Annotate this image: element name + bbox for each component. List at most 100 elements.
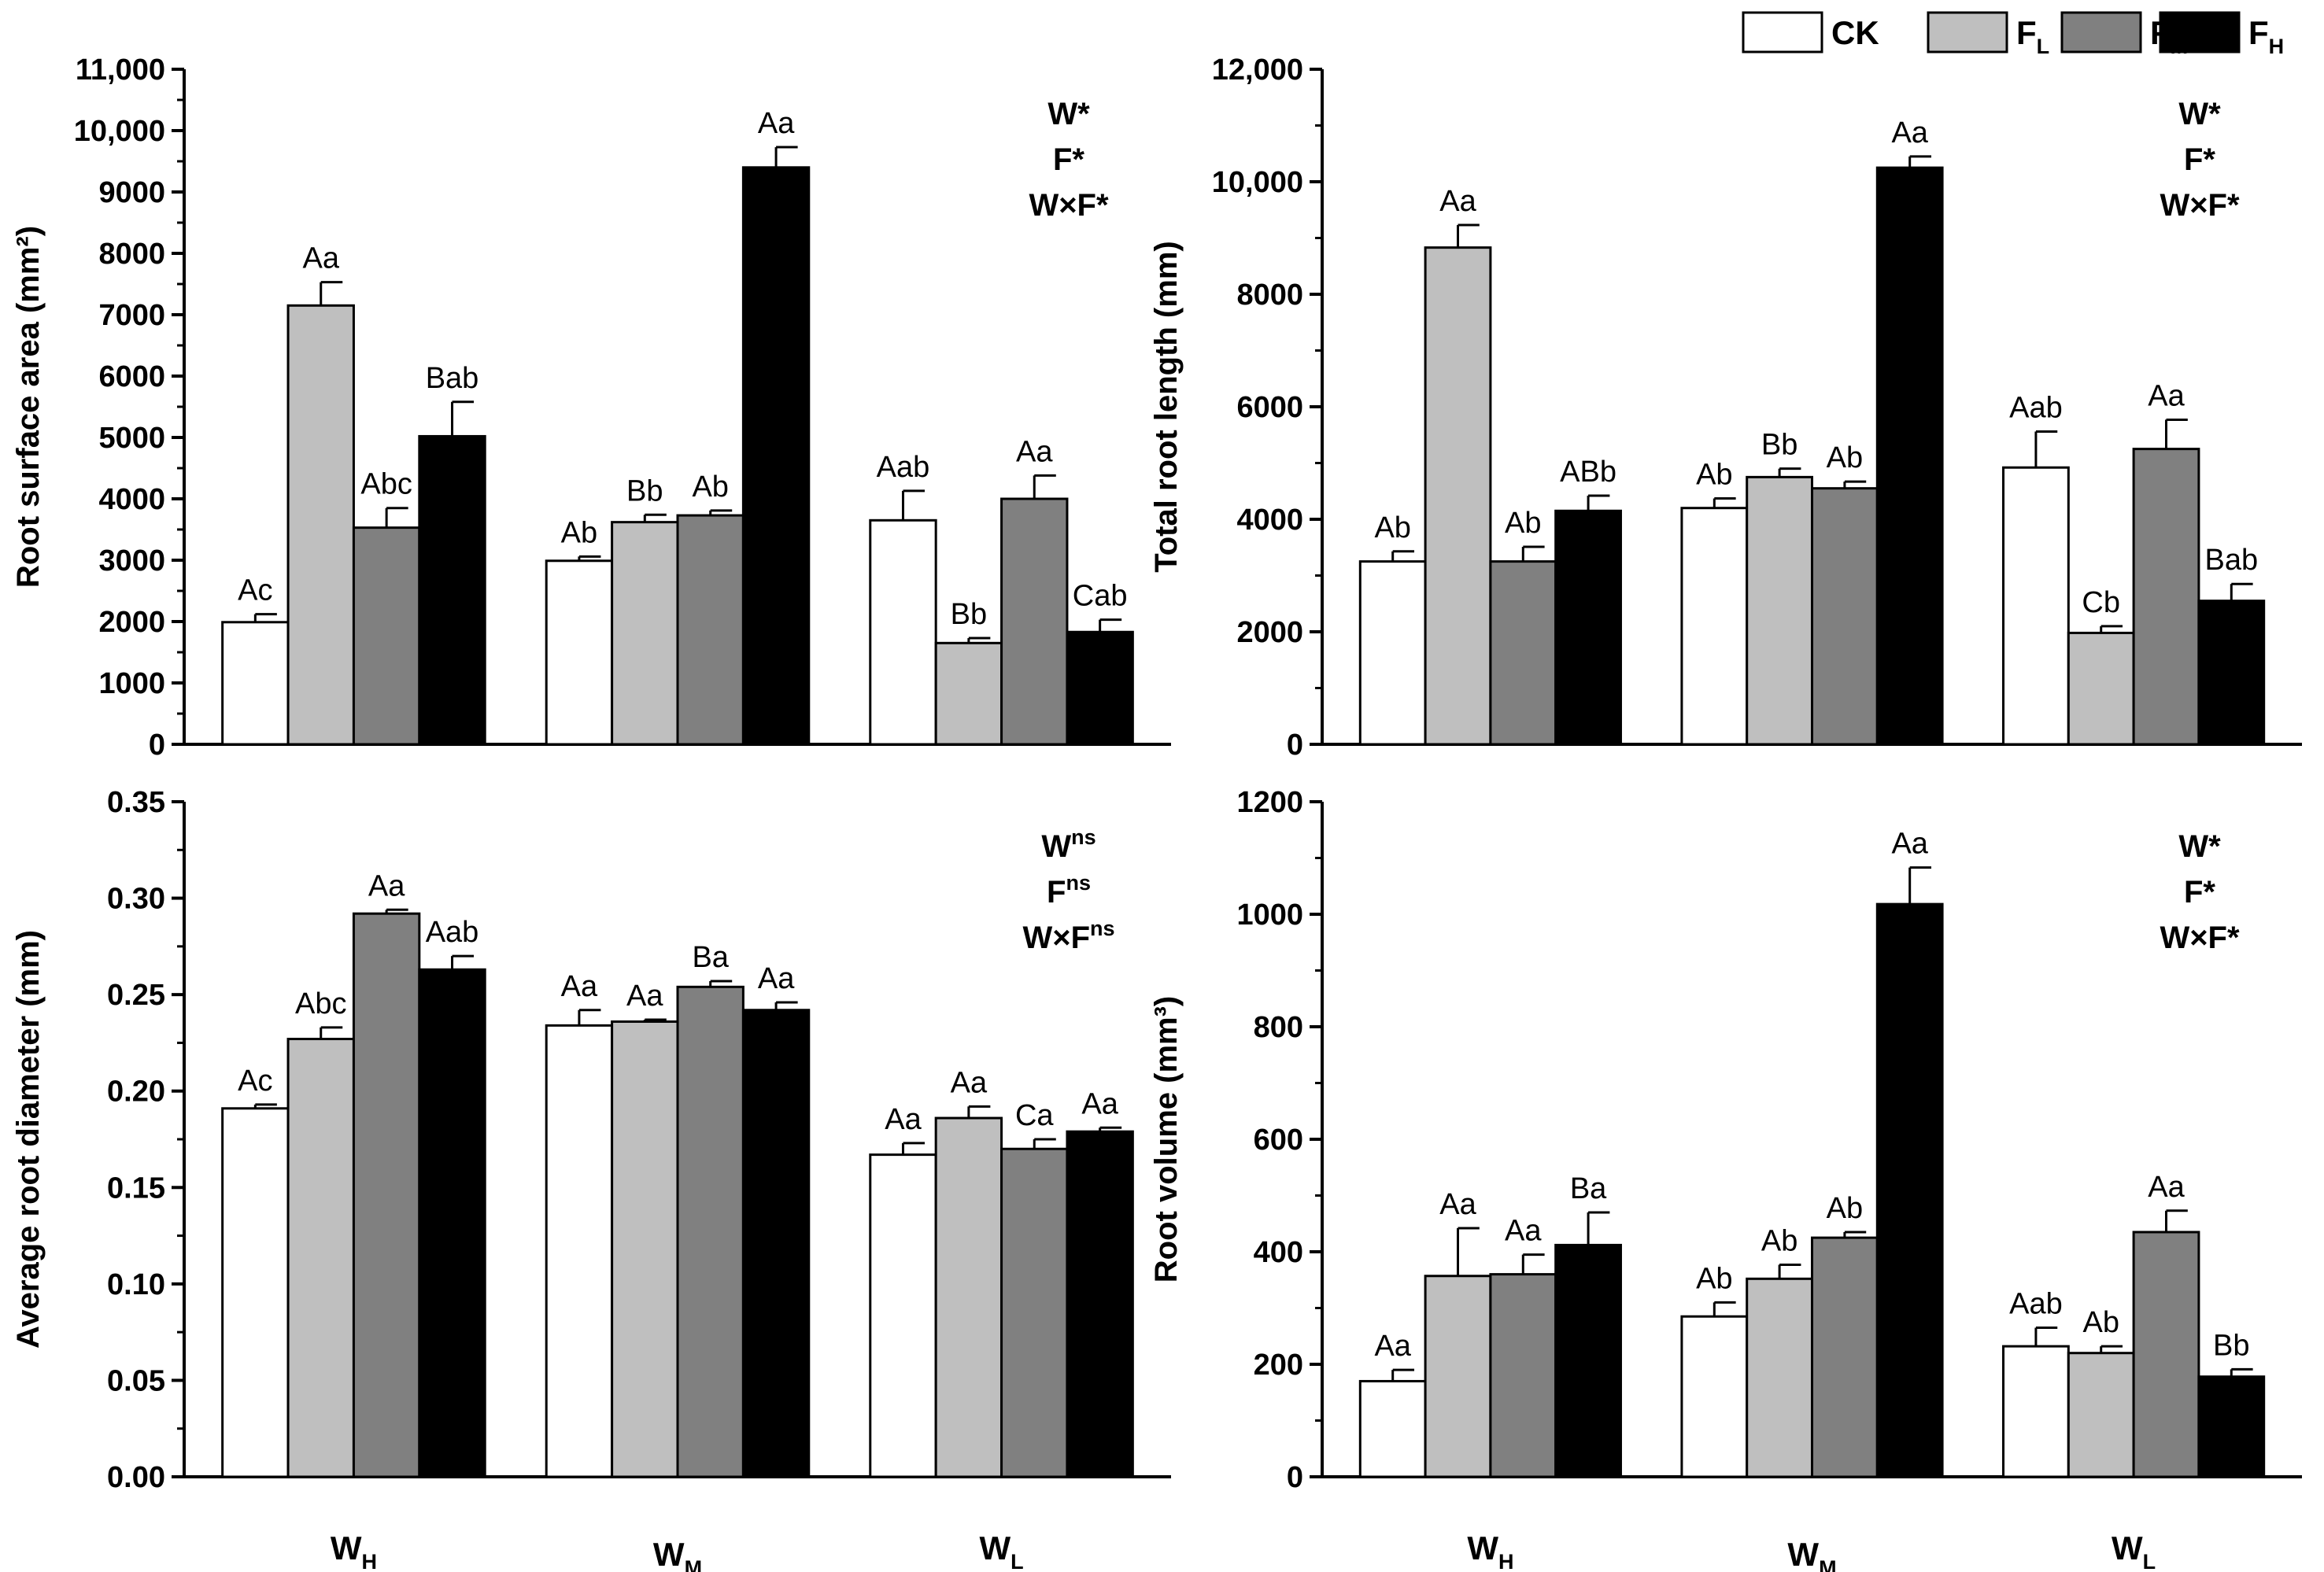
y-tick-label: 7000 [98, 299, 165, 332]
bar-FH-1 [741, 166, 811, 746]
bar-FM-0 [352, 912, 421, 1478]
significance-label: Aa [1016, 435, 1053, 468]
bar-FL-1 [611, 521, 679, 746]
y-tick-label: 0.20 [107, 1076, 165, 1109]
bar-FH-0 [1554, 509, 1622, 746]
bar-CK-2 [869, 518, 937, 746]
bar-FH-0 [418, 968, 486, 1478]
significance-label: Ab [1827, 441, 1863, 474]
legend-swatch-FL [1927, 11, 2008, 54]
subscript: H [362, 1550, 378, 1572]
y-axis-title: Root surface area (mm²) [11, 226, 46, 588]
superscript: ns [1071, 825, 1096, 849]
stat-annotation: F* [1053, 142, 1084, 177]
x-category-label: WM [653, 1536, 702, 1572]
y-tick-label: 9000 [98, 176, 165, 209]
y-tick-label: 0.35 [107, 786, 165, 819]
bar-FL-0 [286, 1038, 355, 1478]
stat-annotation: F* [2184, 142, 2215, 177]
stat-annotation: W* [2178, 829, 2221, 864]
y-tick-label: 0.15 [107, 1172, 165, 1205]
significance-label: Ab [1696, 1262, 1732, 1295]
chart-panel-4: 0 200 400 600 800 1000 1200 Root volume (mm³) Aa… [1149, 786, 2302, 1572]
significance-label: Cab [1073, 580, 1128, 613]
bar-FM-1 [676, 985, 744, 1478]
significance-label: Aa [951, 1066, 988, 1099]
bar-FL-1 [1746, 1277, 1814, 1478]
significance-label: Bb [2213, 1329, 2249, 1362]
significance-label: Ba [692, 941, 729, 974]
significance-label: Abc [360, 468, 412, 501]
x-category-label: WH [1467, 1530, 1513, 1572]
bar-CK-0 [1358, 560, 1427, 746]
bar-FL-0 [286, 304, 355, 746]
legend-label: FL [2016, 14, 2049, 58]
chart-panel-2: 0 2000 4000 6000 8000 10,000 12,000 Total root … [1149, 54, 2302, 762]
bar-FH-2 [1066, 630, 1134, 746]
bar-FM-2 [2132, 448, 2200, 746]
bar-CK-0 [221, 621, 290, 746]
subscript: M [1819, 1556, 1837, 1572]
significance-label: Aa [1439, 1188, 1476, 1221]
bar-FH-1 [1875, 902, 1944, 1478]
subscript: L [1011, 1550, 1024, 1572]
bar-CK-1 [1680, 1315, 1749, 1478]
significance-label: Aab [877, 451, 930, 484]
bar-FM-2 [2132, 1231, 2200, 1478]
bar-CK-1 [1680, 507, 1749, 746]
y-tick-label: 6000 [98, 360, 165, 393]
significance-label: Ab [561, 516, 597, 549]
bar-FL-2 [934, 1116, 1003, 1478]
x-category-label: WL [2112, 1530, 2156, 1572]
subscript: L [2037, 35, 2050, 58]
stat-annotation: W×Fns [1022, 917, 1114, 955]
significance-label: Ba [1570, 1172, 1607, 1205]
bar-FL-2 [2067, 1352, 2135, 1478]
y-tick-label: 6000 [1236, 391, 1303, 424]
significance-label: Aa [1081, 1087, 1118, 1120]
significance-label: Aa [885, 1103, 922, 1136]
bar-CK-0 [221, 1107, 290, 1478]
significance-label: Aa [2148, 1171, 2185, 1204]
superscript: ns [1066, 871, 1091, 895]
significance-label: Bab [426, 362, 479, 395]
bar-CK-0 [1358, 1379, 1427, 1478]
y-tick-label: 0.10 [107, 1268, 165, 1301]
significance-label: Aab [2009, 1288, 2063, 1321]
x-category-label: WH [331, 1530, 377, 1572]
stat-annotation: F* [2184, 875, 2215, 910]
y-tick-label: 800 [1254, 1011, 1303, 1044]
y-tick-label: 10,000 [74, 115, 165, 148]
bar-CK-2 [869, 1153, 937, 1478]
bar-FL-1 [611, 1020, 679, 1478]
significance-label: Aa [626, 980, 663, 1013]
significance-label: Ca [1015, 1099, 1054, 1132]
significance-label: Cb [2082, 586, 2120, 619]
chart-panel-3: 0.00 0.05 0.10 0.15 0.20 0.25 0.30 0.35 Average … [11, 786, 1171, 1572]
significance-label: Ab [1827, 1192, 1863, 1225]
significance-label: Ac [238, 574, 272, 607]
subscript: L [2143, 1550, 2156, 1572]
bar-FL-0 [1424, 1275, 1492, 1478]
significance-label: Ab [692, 470, 728, 504]
superscript: ns [1090, 917, 1115, 940]
bar-CK-2 [2002, 466, 2070, 746]
bar-FH-0 [1554, 1243, 1622, 1478]
significance-label: Aa [302, 242, 339, 275]
legend-swatch-FM [2060, 11, 2142, 54]
legend-swatch-FH [2159, 11, 2241, 54]
significance-label: Aa [758, 962, 795, 995]
y-tick-label: 0 [1287, 729, 1303, 762]
y-axis-title: Total root length (mm) [1149, 241, 1184, 572]
y-tick-label: 1200 [1236, 786, 1303, 819]
stat-annotation: W×F* [1029, 188, 1109, 223]
bar-FL-1 [1746, 475, 1814, 746]
bar-FM-2 [1000, 1147, 1069, 1478]
bar-FL-2 [2067, 631, 2135, 746]
subscript: M [685, 1556, 703, 1572]
subscript: H [2269, 35, 2285, 58]
significance-label: Ab [1761, 1224, 1797, 1257]
y-tick-label: 2000 [1236, 616, 1303, 649]
significance-label: Bb [1761, 429, 1797, 462]
